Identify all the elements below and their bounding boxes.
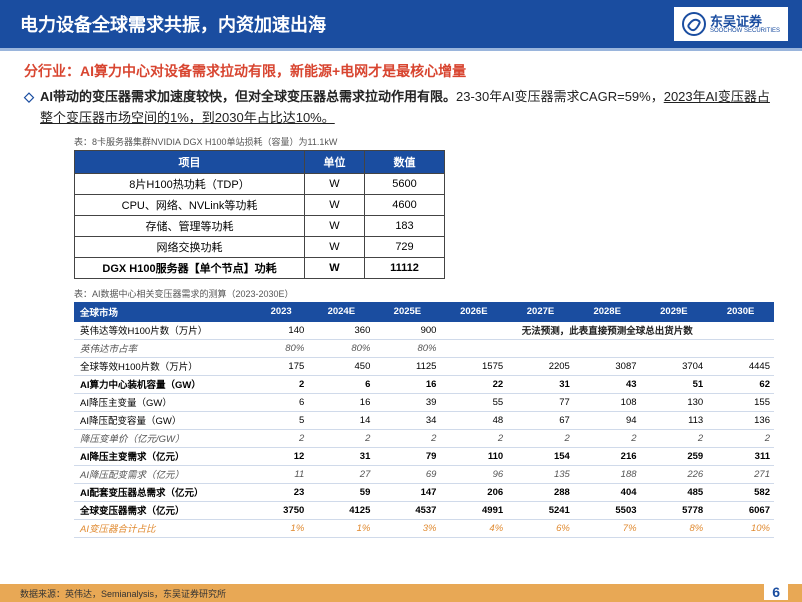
desc-bold: AI带动的变压器需求加速度较快，但对全球变压器总需求拉动作用有限。 [40, 89, 456, 104]
table-row: 全球变压器需求（亿元）37504125453749915241550357786… [74, 501, 774, 519]
table-row-ratio: AI变压器合计占比1%1%3%4%6%7%8%10% [74, 519, 774, 537]
subtitle: 分行业：AI算力中心对设备需求拉动有限，新能源+电网才是最核心增量 [24, 61, 778, 81]
bullet-icon: ◇ [24, 87, 34, 107]
header-bar: 电力设备全球需求共振，内资加速出海 东吴证券 SOOCHOW SECURITIE… [0, 0, 802, 48]
table1-caption: 表：8卡服务器集群NVIDIA DGX H100单站损耗（容量）为11.1kW [74, 135, 778, 148]
t2-header: 2025E [374, 302, 440, 322]
t2-header: 2024E [308, 302, 374, 322]
footer: 数据来源：英伟达，Semianalysis，东吴证券研究所 6 [0, 584, 802, 602]
table-row: 网络交换功耗W729 [75, 236, 445, 257]
table-row: DGX H100服务器【单个节点】功耗W11112 [75, 257, 445, 278]
table-row: 全球等效H100片数（万片）17545011251575220530873704… [74, 357, 774, 375]
table-row: 8片H100热功耗（TDP）W5600 [75, 173, 445, 194]
desc-plain: 23-30年AI变压器需求CAGR=59%， [456, 89, 664, 104]
table-row: AI算力中心装机容量（GW）26162231435162 [74, 375, 774, 393]
t2-header: 2023 [254, 302, 308, 322]
table-row: 英伟达等效H100片数（万片）140360900无法预测，此表直接预测全球总出货… [74, 322, 774, 340]
t2-header: 2030E [707, 302, 774, 322]
logo-text-cn: 东吴证券 [710, 15, 780, 28]
table-row: 英伟达市占率80%80%80% [74, 339, 774, 357]
t1-h-val: 数值 [365, 150, 445, 173]
t1-h-item: 项目 [75, 150, 305, 173]
description-text: AI带动的变压器需求加速度较快，但对全球变压器总需求拉动作用有限。23-30年A… [40, 87, 778, 129]
logo: 东吴证券 SOOCHOW SECURITIES [674, 7, 788, 41]
table-row: AI降压主变需求（亿元）123179110154216259311 [74, 447, 774, 465]
t2-header: 全球市场 [74, 302, 254, 322]
forecast-table: 全球市场20232024E2025E2026E2027E2028E2029E20… [74, 302, 774, 538]
t2-header: 2026E [440, 302, 507, 322]
table-row: CPU、网络、NVLink等功耗W4600 [75, 194, 445, 215]
page-number: 6 [764, 584, 788, 600]
table2-caption: 表：AI数据中心相关变压器需求的测算（2023-2030E） [74, 287, 778, 300]
table-row: AI降压配变需求（亿元）11276996135188226271 [74, 465, 774, 483]
t2-header: 2029E [641, 302, 708, 322]
table-row: 存储、管理等功耗W183 [75, 215, 445, 236]
description: ◇ AI带动的变压器需求加速度较快，但对全球变压器总需求拉动作用有限。23-30… [24, 87, 778, 129]
table-row: AI降压配变容量（GW）51434486794113136 [74, 411, 774, 429]
footer-source: 数据来源：英伟达，Semianalysis，东吴证券研究所 [20, 587, 226, 600]
t2-header: 2027E [507, 302, 574, 322]
table-row: AI降压主变量（GW）616395577108130155 [74, 393, 774, 411]
table-row: AI配套变压器总需求（亿元）2359147206288404485582 [74, 483, 774, 501]
page-title: 电力设备全球需求共振，内资加速出海 [20, 11, 326, 37]
t2-header: 2028E [574, 302, 641, 322]
t1-h-unit: 单位 [305, 150, 365, 173]
logo-icon [682, 12, 706, 36]
power-table: 项目 单位 数值 8片H100热功耗（TDP）W5600CPU、网络、NVLin… [74, 150, 445, 279]
table-row: 降压变单价（亿元/GW）22222222 [74, 429, 774, 447]
logo-text-en: SOOCHOW SECURITIES [710, 28, 780, 34]
